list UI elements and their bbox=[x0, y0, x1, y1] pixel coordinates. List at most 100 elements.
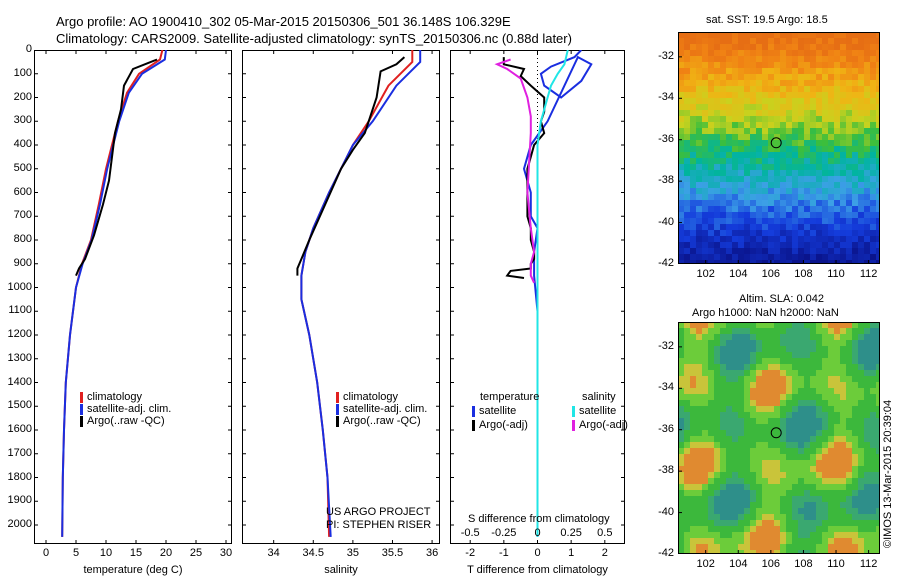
map-cell bbox=[870, 236, 876, 242]
difference-axis-title: T difference from climatology bbox=[467, 564, 608, 576]
map-cell bbox=[864, 140, 870, 146]
map-cell bbox=[720, 128, 726, 134]
map-cell bbox=[714, 550, 720, 554]
map-cell bbox=[804, 86, 810, 92]
map-cell bbox=[798, 188, 804, 194]
map-cell bbox=[852, 86, 858, 92]
map-cell bbox=[828, 460, 834, 466]
map-cell bbox=[690, 346, 696, 352]
map-cell bbox=[870, 44, 876, 50]
map-cell bbox=[864, 92, 870, 98]
map-cell bbox=[678, 526, 684, 532]
map-cell bbox=[804, 248, 810, 254]
map-cell bbox=[834, 394, 840, 400]
map-cell bbox=[768, 544, 774, 550]
map-cell bbox=[852, 158, 858, 164]
map-cell bbox=[780, 200, 786, 206]
map-cell bbox=[726, 236, 732, 242]
map-cell bbox=[798, 260, 804, 264]
map-cell bbox=[780, 544, 786, 550]
map-cell bbox=[732, 242, 738, 248]
map-cell bbox=[708, 526, 714, 532]
map-cell bbox=[792, 170, 798, 176]
map-cell bbox=[732, 328, 738, 334]
map-cell bbox=[828, 550, 834, 554]
map-cell bbox=[690, 358, 696, 364]
map-cell bbox=[756, 418, 762, 424]
map-cell bbox=[732, 406, 738, 412]
map-cell bbox=[738, 146, 744, 152]
map-cell bbox=[810, 182, 816, 188]
map-cell bbox=[840, 406, 846, 412]
map-cell bbox=[702, 502, 708, 508]
map-cell bbox=[738, 140, 744, 146]
map-cell bbox=[834, 56, 840, 62]
map-cell bbox=[780, 194, 786, 200]
map-cell bbox=[684, 104, 690, 110]
map-cell bbox=[720, 146, 726, 152]
map-cell bbox=[816, 514, 822, 520]
map-cell bbox=[726, 544, 732, 550]
map-cell bbox=[750, 86, 756, 92]
map-cell bbox=[702, 532, 708, 538]
map-cell bbox=[846, 478, 852, 484]
map-cell bbox=[726, 80, 732, 86]
map-cell bbox=[852, 218, 858, 224]
map-cell bbox=[780, 322, 786, 328]
map-cell bbox=[750, 538, 756, 544]
map-cell bbox=[750, 116, 756, 122]
map-cell bbox=[846, 382, 852, 388]
map-cell bbox=[804, 260, 810, 264]
map-cell bbox=[822, 128, 828, 134]
map-cell bbox=[678, 146, 684, 152]
map-cell bbox=[726, 376, 732, 382]
map-cell bbox=[858, 394, 864, 400]
map-cell bbox=[738, 122, 744, 128]
map-cell bbox=[804, 460, 810, 466]
map-cell bbox=[810, 146, 816, 152]
map-cell bbox=[744, 418, 750, 424]
map-cell bbox=[762, 182, 768, 188]
map-cell bbox=[876, 230, 880, 236]
map-cell bbox=[828, 484, 834, 490]
map-cell bbox=[846, 170, 852, 176]
map-cell bbox=[846, 394, 852, 400]
map-cell bbox=[822, 448, 828, 454]
map-cell bbox=[720, 200, 726, 206]
map-cell bbox=[720, 514, 726, 520]
map-cell bbox=[696, 514, 702, 520]
map-cell bbox=[768, 152, 774, 158]
map-cell bbox=[852, 206, 858, 212]
map-cell bbox=[696, 188, 702, 194]
map-cell bbox=[774, 466, 780, 472]
map-cell bbox=[876, 388, 880, 394]
map-cell bbox=[852, 62, 858, 68]
map-cell bbox=[684, 224, 690, 230]
map-cell bbox=[756, 236, 762, 242]
series-line-satellite-adj-clim- bbox=[61, 50, 167, 537]
map-cell bbox=[798, 104, 804, 110]
map-cell bbox=[810, 442, 816, 448]
map-cell bbox=[774, 206, 780, 212]
map-cell bbox=[762, 508, 768, 514]
depth-tick-label: 1800 bbox=[7, 470, 32, 483]
map-cell bbox=[798, 406, 804, 412]
map-cell bbox=[792, 110, 798, 116]
map-cell bbox=[762, 478, 768, 484]
map-cell bbox=[702, 50, 708, 56]
map-cell bbox=[684, 448, 690, 454]
map-cell bbox=[816, 454, 822, 460]
map-cell bbox=[834, 526, 840, 532]
map-cell bbox=[858, 170, 864, 176]
map-cell bbox=[780, 104, 786, 110]
map-cell bbox=[864, 164, 870, 170]
map-cell bbox=[678, 388, 684, 394]
map-cell bbox=[756, 370, 762, 376]
map-cell bbox=[876, 322, 880, 328]
map-cell bbox=[876, 490, 880, 496]
map-cell bbox=[690, 514, 696, 520]
map-cell bbox=[822, 50, 828, 56]
map-cell bbox=[768, 116, 774, 122]
map-cell bbox=[684, 212, 690, 218]
depth-tick-label: 1300 bbox=[7, 351, 32, 364]
